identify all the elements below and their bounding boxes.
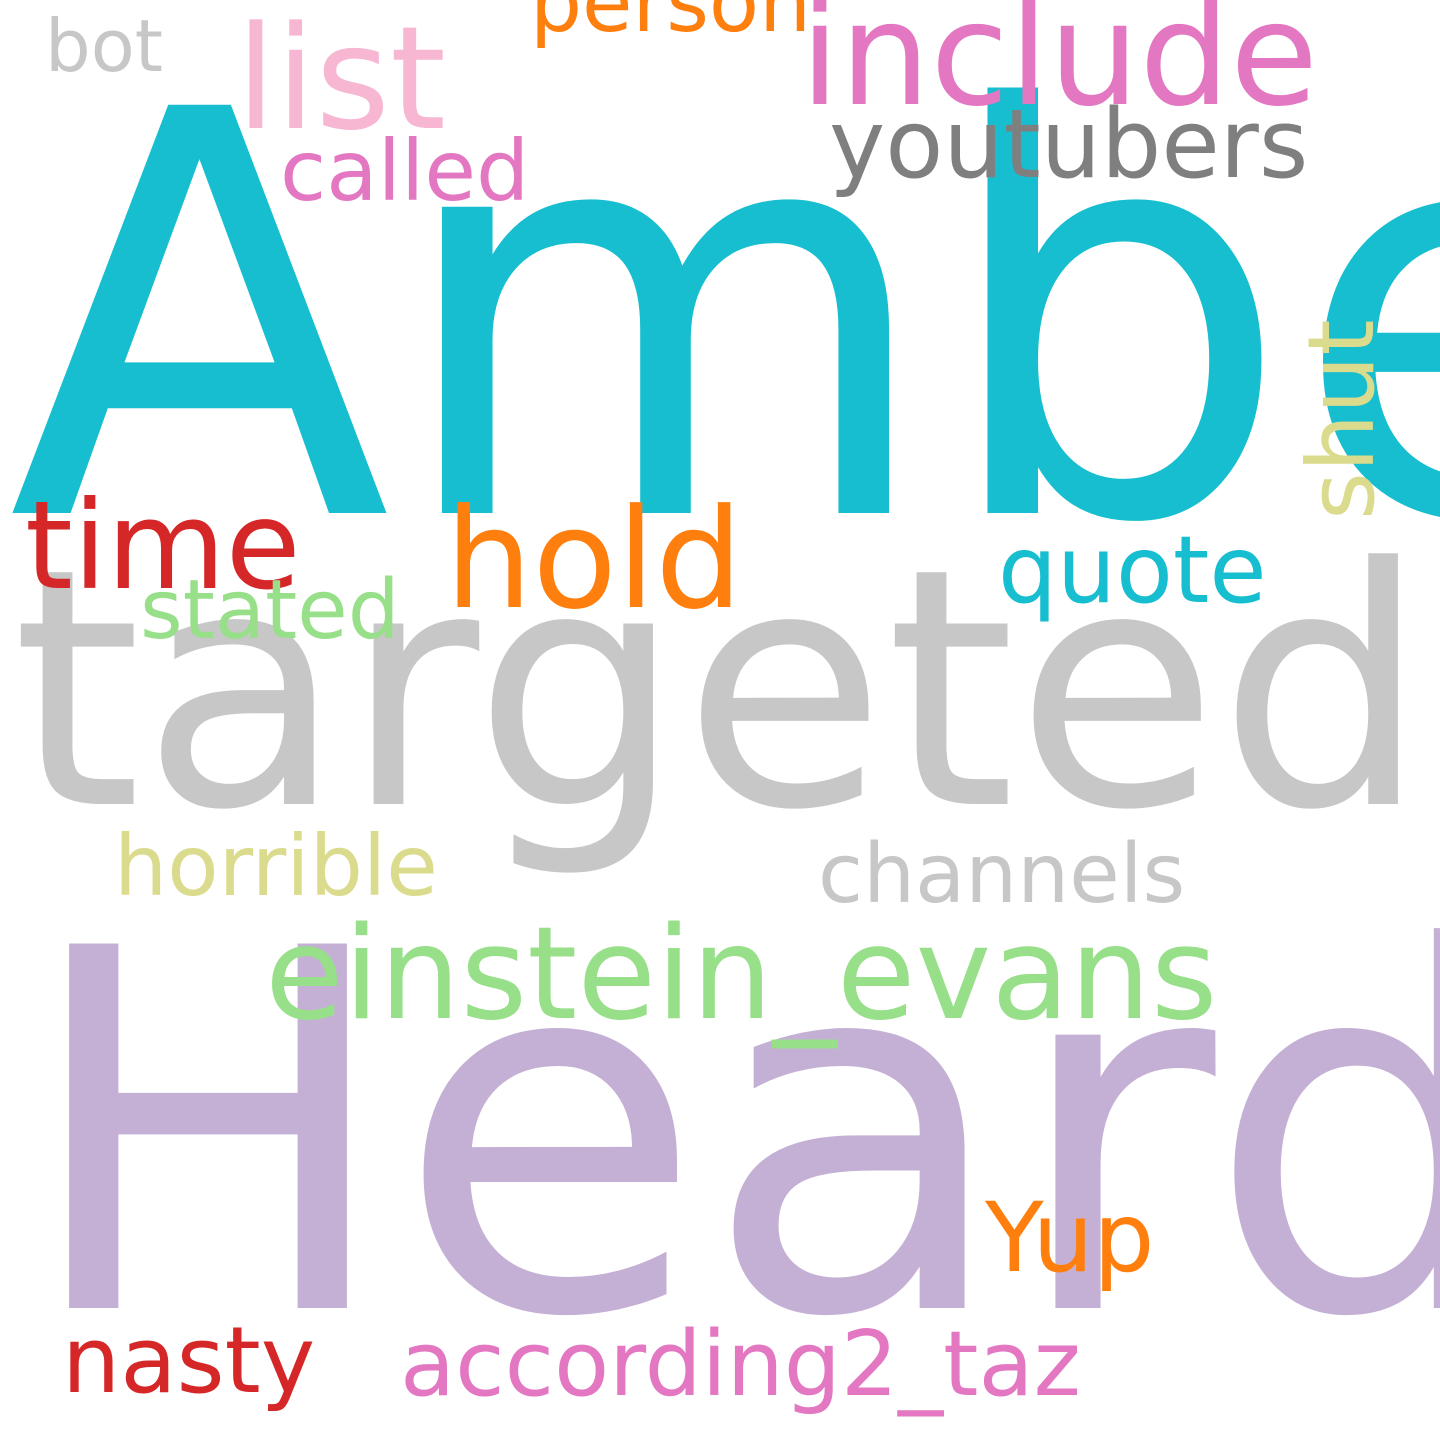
word-person: person (530, 0, 812, 51)
word-channels: channels (818, 827, 1186, 922)
word-bot: bot (45, 4, 163, 88)
word-heard: Heard (20, 844, 1440, 1426)
word-time: time (25, 475, 301, 617)
word-horrible: horrible (114, 817, 438, 915)
word-youtubers: youtubers (829, 90, 1309, 200)
word-stated: stated (140, 563, 400, 658)
word-list: list (236, 0, 447, 162)
word-include: include (800, 0, 1319, 138)
word-according2-taz: according2_taz (400, 1312, 1081, 1417)
word-targeted: targeted (12, 498, 1428, 882)
word-amber: Amber (8, 0, 1440, 646)
word-einstein-evans: einstein_evans (265, 900, 1218, 1049)
word-shut: shut (1288, 319, 1395, 520)
word-hold: hold (445, 479, 743, 640)
word-nasty: nasty (62, 1307, 316, 1414)
word-called: called (280, 122, 530, 220)
word-quote: quote (998, 516, 1267, 624)
word-yup: Yup (985, 1182, 1155, 1294)
